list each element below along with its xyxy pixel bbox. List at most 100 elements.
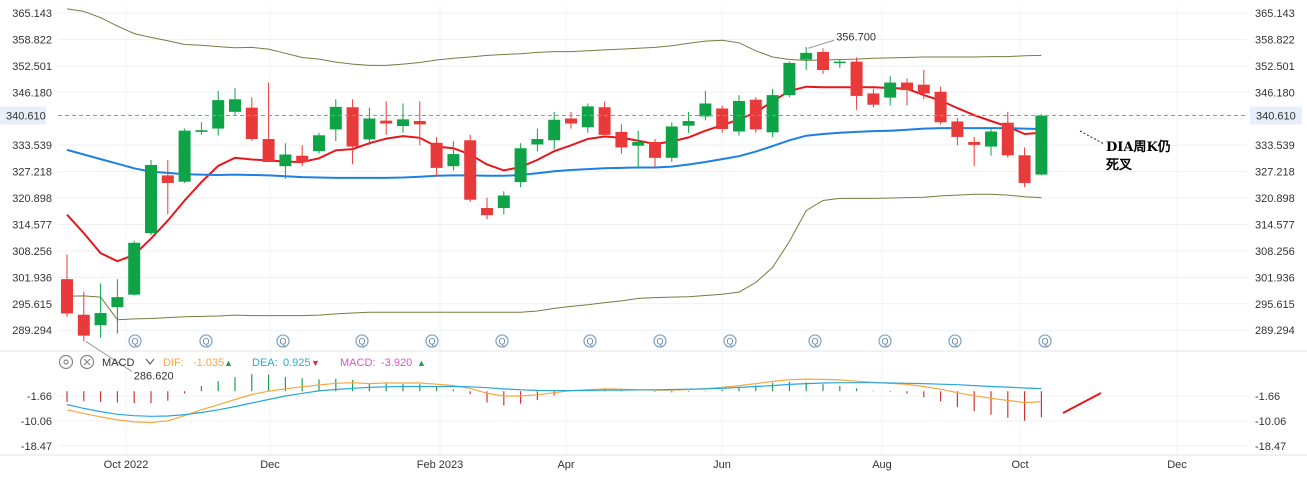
news-icon — [128, 334, 142, 348]
candle[interactable] — [867, 88, 880, 108]
candle[interactable] — [380, 101, 393, 135]
news-marker[interactable]: Q — [276, 334, 290, 348]
candle[interactable] — [665, 122, 678, 163]
current-price-line: 340.610 340.610 — [0, 106, 1302, 125]
candle[interactable] — [749, 97, 762, 133]
candle[interactable] — [481, 197, 493, 220]
candle[interactable] — [817, 48, 829, 75]
candle[interactable] — [111, 279, 124, 334]
time-tick-label: Dec — [260, 459, 280, 471]
candle[interactable] — [77, 291, 90, 342]
candle[interactable] — [934, 86, 947, 125]
candle-body — [262, 139, 275, 163]
candles[interactable] — [61, 46, 1048, 342]
candle-body — [934, 91, 947, 123]
candle[interactable] — [985, 128, 997, 156]
news-marker[interactable]: Q — [878, 334, 892, 348]
candle[interactable] — [884, 76, 897, 106]
news-marker[interactable]: Q — [583, 334, 597, 348]
candle[interactable] — [632, 130, 645, 169]
candle[interactable] — [565, 111, 577, 129]
news-marker[interactable]: Q — [128, 334, 142, 348]
news-marker[interactable]: Q — [425, 334, 439, 348]
candle[interactable] — [195, 122, 208, 135]
candle[interactable] — [279, 143, 292, 179]
candle[interactable] — [464, 134, 477, 202]
candle[interactable] — [615, 124, 628, 154]
candle[interactable] — [497, 191, 510, 215]
news-marker[interactable]: Q — [653, 334, 667, 348]
candle[interactable] — [430, 136, 443, 177]
close-indicator-button[interactable] — [79, 354, 95, 370]
candle-body — [917, 84, 930, 94]
candle[interactable] — [262, 82, 275, 163]
candle[interactable] — [447, 141, 460, 171]
candle[interactable] — [397, 103, 409, 133]
news-icon — [425, 334, 439, 348]
candle[interactable] — [917, 70, 930, 100]
candle[interactable] — [94, 283, 107, 338]
news-marker[interactable]: Q — [495, 334, 509, 348]
candle-body — [682, 121, 695, 126]
candle[interactable] — [901, 78, 913, 106]
candle[interactable] — [296, 145, 309, 167]
news-marker[interactable]: Q — [1038, 334, 1052, 348]
candle[interactable] — [61, 254, 73, 317]
candle[interactable] — [245, 97, 258, 142]
candle[interactable] — [598, 101, 611, 135]
candle[interactable] — [581, 103, 594, 133]
candle-body — [901, 82, 913, 91]
candle-body — [464, 140, 477, 200]
candle[interactable] — [313, 132, 325, 154]
macd-legend: MACD DIF: -1.035 ▲ DEA: 0.925 ▼ MACD: -3… — [58, 354, 426, 370]
news-marker[interactable]: Q — [723, 334, 737, 348]
candle[interactable] — [212, 90, 225, 136]
candle[interactable] — [1001, 111, 1014, 158]
candle[interactable] — [1018, 147, 1031, 188]
candle-body — [212, 100, 225, 129]
candle-body — [178, 130, 191, 182]
chevron-down-icon[interactable] — [145, 358, 155, 365]
candle[interactable] — [850, 57, 863, 110]
news-marker[interactable]: Q — [199, 334, 213, 348]
candle-body — [161, 175, 174, 183]
candle[interactable] — [968, 136, 981, 167]
time-tick-label: Aug — [872, 459, 892, 471]
candle[interactable] — [346, 99, 359, 165]
candle[interactable] — [682, 111, 695, 133]
candle[interactable] — [800, 46, 813, 71]
candle[interactable] — [716, 105, 729, 133]
candle[interactable] — [329, 99, 342, 142]
settings-button[interactable] — [58, 354, 74, 370]
price-tick-label-right: 327.218 — [1255, 167, 1295, 179]
candle[interactable] — [833, 59, 846, 68]
candle[interactable] — [766, 88, 779, 137]
candle[interactable] — [649, 139, 661, 169]
candle[interactable] — [514, 143, 527, 188]
news-icon — [948, 334, 962, 348]
dif-arrow: ▲ — [224, 358, 233, 368]
candle[interactable] — [531, 128, 544, 152]
news-marker[interactable]: Q — [948, 334, 962, 348]
news-marker-glyph: Q — [1041, 337, 1048, 347]
candle[interactable] — [161, 159, 174, 215]
candle[interactable] — [145, 159, 157, 236]
candle[interactable] — [1035, 113, 1048, 176]
candle[interactable] — [951, 118, 964, 146]
candle[interactable] — [178, 128, 191, 183]
news-marker[interactable]: Q — [355, 334, 369, 348]
candle-body — [733, 100, 745, 132]
candle[interactable] — [548, 111, 561, 150]
candle[interactable] — [413, 101, 426, 146]
low-marker-label: 286.620 — [134, 370, 174, 382]
macd-indicator-name[interactable]: MACD — [102, 357, 134, 369]
news-marker[interactable]: Q — [808, 334, 822, 348]
candle[interactable] — [783, 61, 796, 98]
candle-body — [649, 141, 661, 158]
news-marker-glyph: Q — [498, 337, 505, 347]
candle[interactable] — [128, 240, 141, 296]
candle[interactable] — [229, 87, 241, 115]
candle[interactable] — [363, 107, 376, 146]
